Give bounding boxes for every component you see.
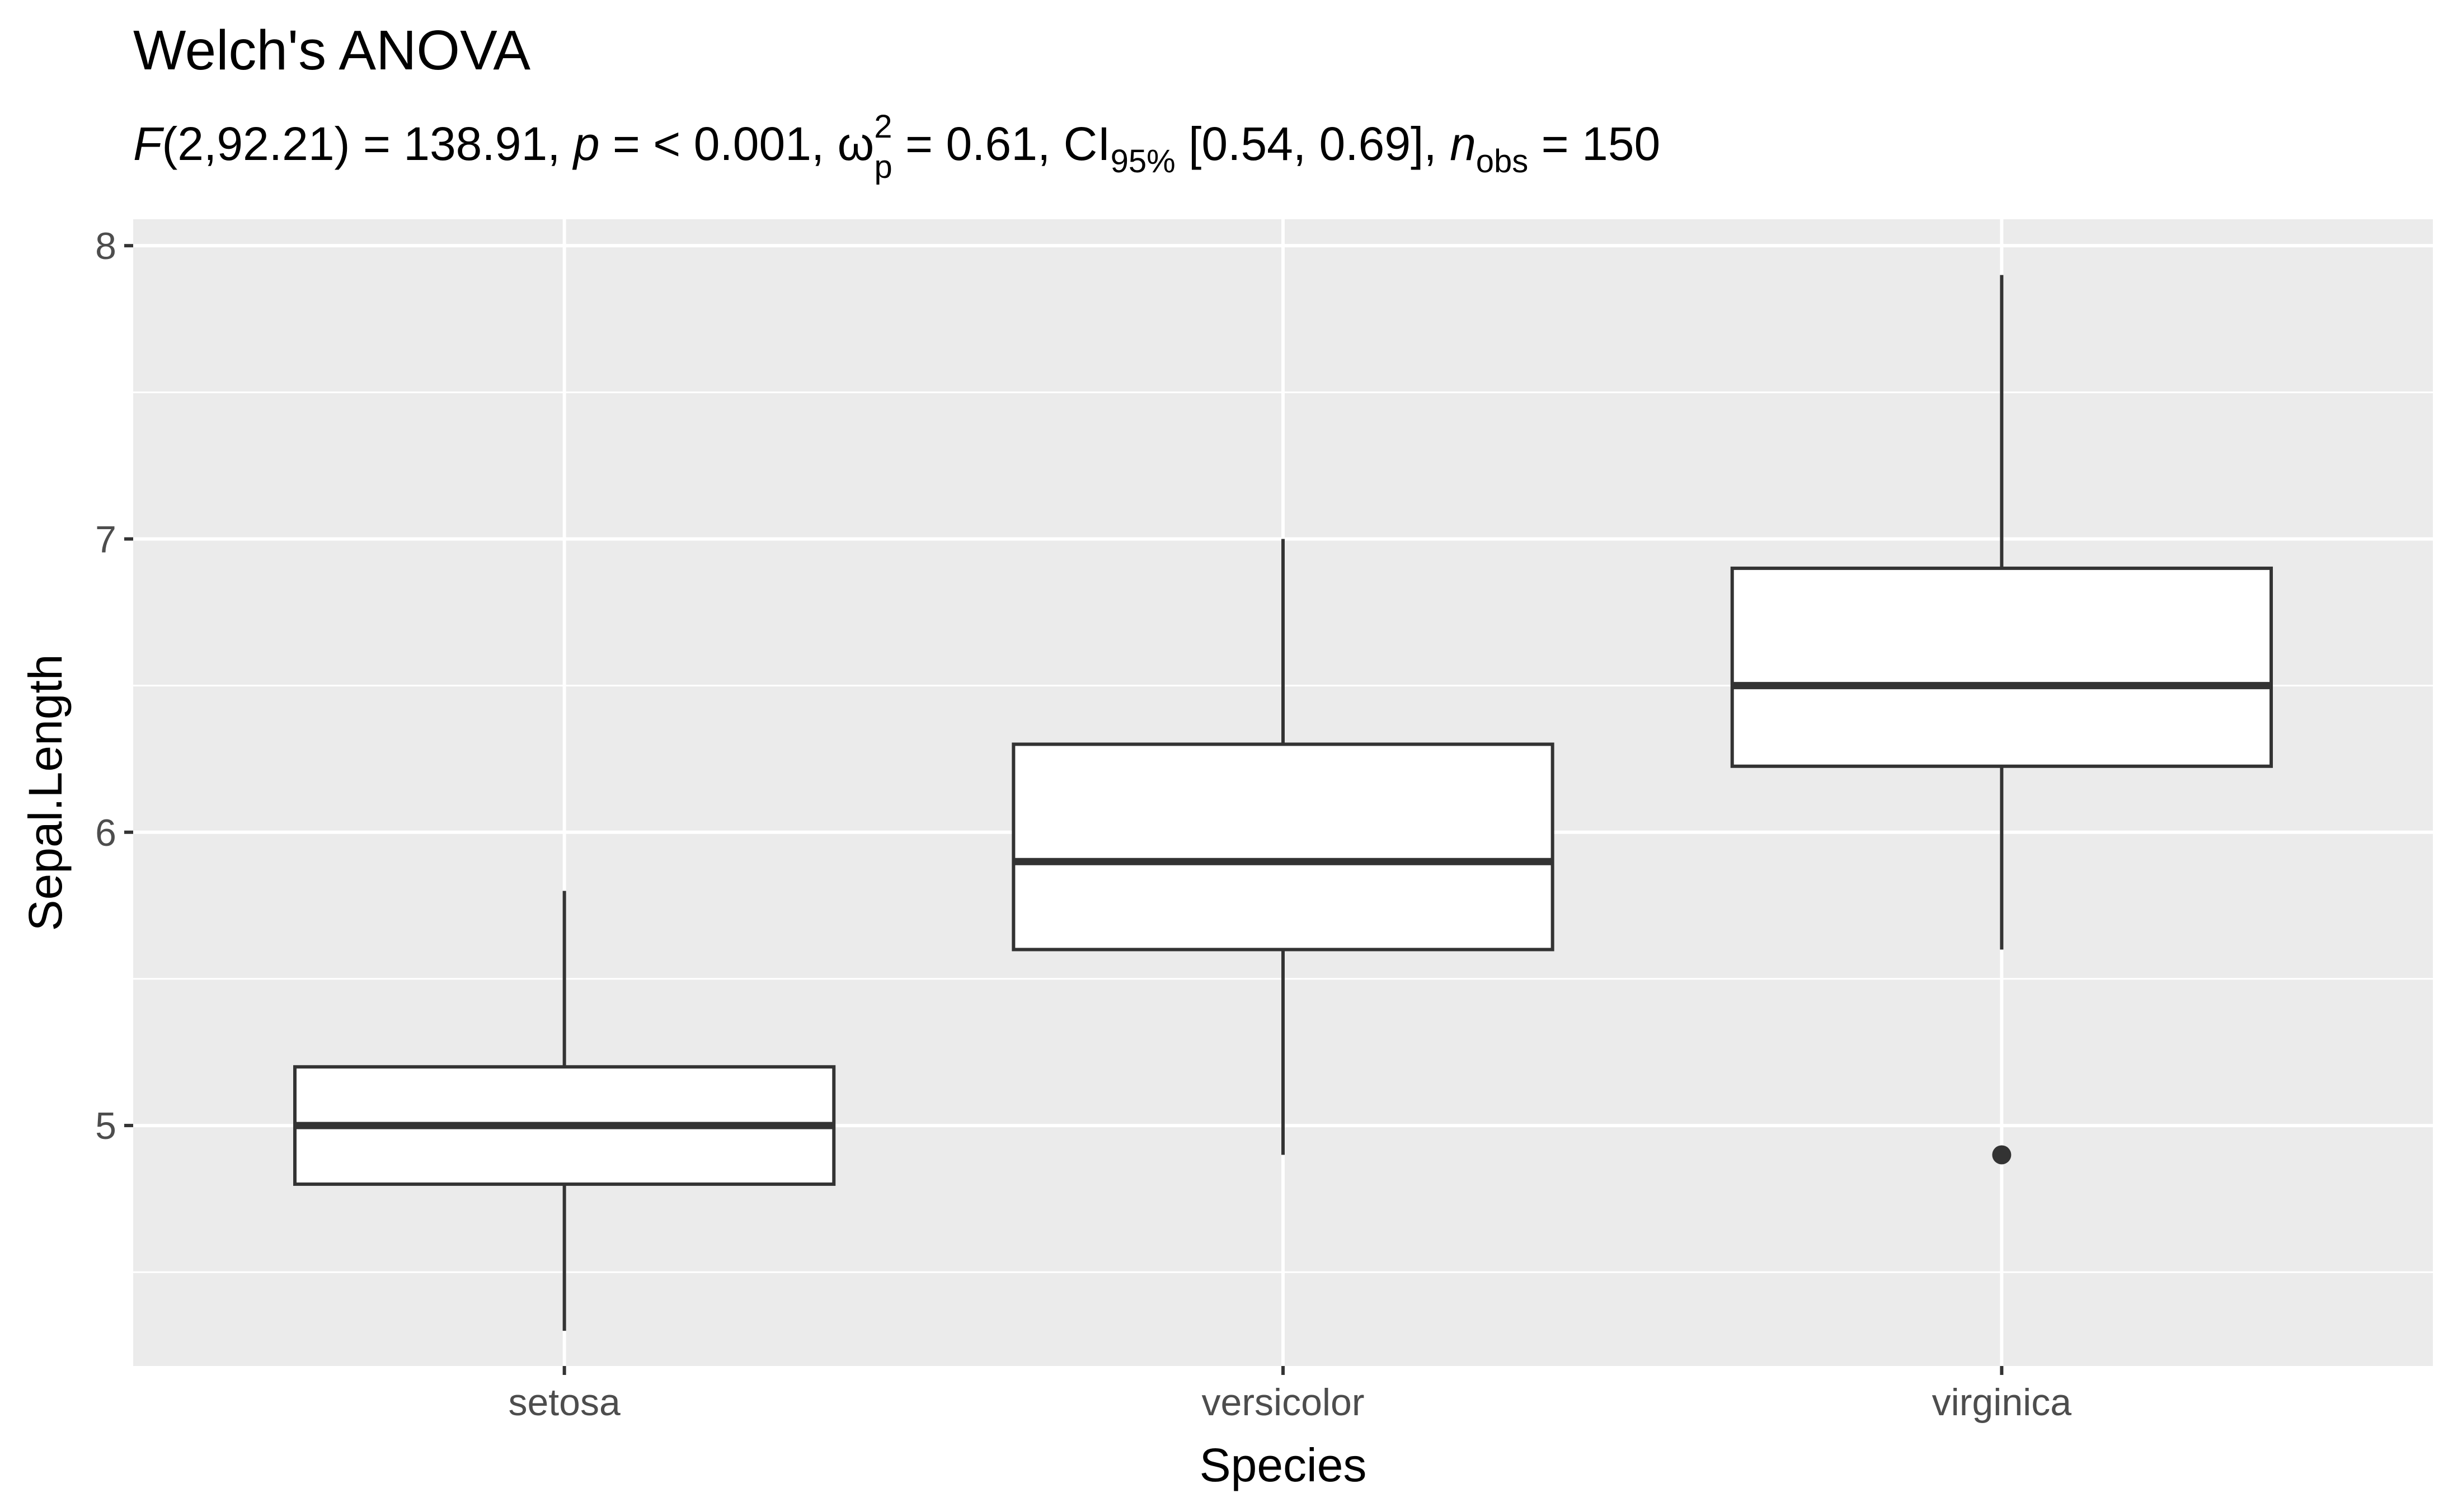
omega-symbol: ω [838, 117, 875, 170]
box-virginica [1730, 275, 2273, 1165]
omega-subscript: p [874, 149, 892, 185]
f-statistic-symbol: F [133, 117, 165, 170]
chart-title: Welch's ANOVA [133, 19, 530, 82]
iqr-box [1012, 742, 1554, 952]
f-statistic-value: (2,92.21) = 138.91, [162, 117, 574, 170]
axis-layer: 5 6 7 8 setosa versicolor virginica [95, 225, 2071, 1424]
box-layer [293, 275, 2273, 1331]
n-obs-value: = 150 [1528, 117, 1660, 170]
y-axis-title: Sepal.Length [19, 654, 72, 931]
x-tick-label: virginica [1932, 1381, 2072, 1424]
y-tick-label: 7 [95, 518, 116, 560]
box-versicolor [1012, 539, 1554, 1155]
y-tick-label: 5 [95, 1105, 116, 1147]
box-setosa [293, 891, 836, 1331]
omega-superscript: 2 [874, 109, 892, 145]
ci-value: [0.54, 0.69], [1176, 117, 1450, 170]
n-obs-symbol: n [1450, 117, 1476, 170]
chart-subtitle: F(2,92.21) = 138.91, p = < 0.001, ω2 p = … [133, 109, 1660, 185]
ci-subscript: 95% [1111, 143, 1176, 180]
y-tick-label: 8 [95, 225, 116, 267]
y-tick-label: 6 [95, 812, 116, 854]
p-value-symbol: p [572, 117, 600, 170]
outlier-point [1992, 1145, 2012, 1165]
p-value: = < 0.001, [600, 117, 838, 170]
x-tick-label: setosa [508, 1381, 621, 1424]
iqr-box [1730, 566, 2273, 768]
n-obs-subscript: obs [1476, 143, 1529, 180]
x-axis-title: Species [1200, 1439, 1367, 1491]
x-tick-label: versicolor [1202, 1381, 1365, 1424]
effect-size-value: = 0.61, CI [892, 117, 1111, 170]
